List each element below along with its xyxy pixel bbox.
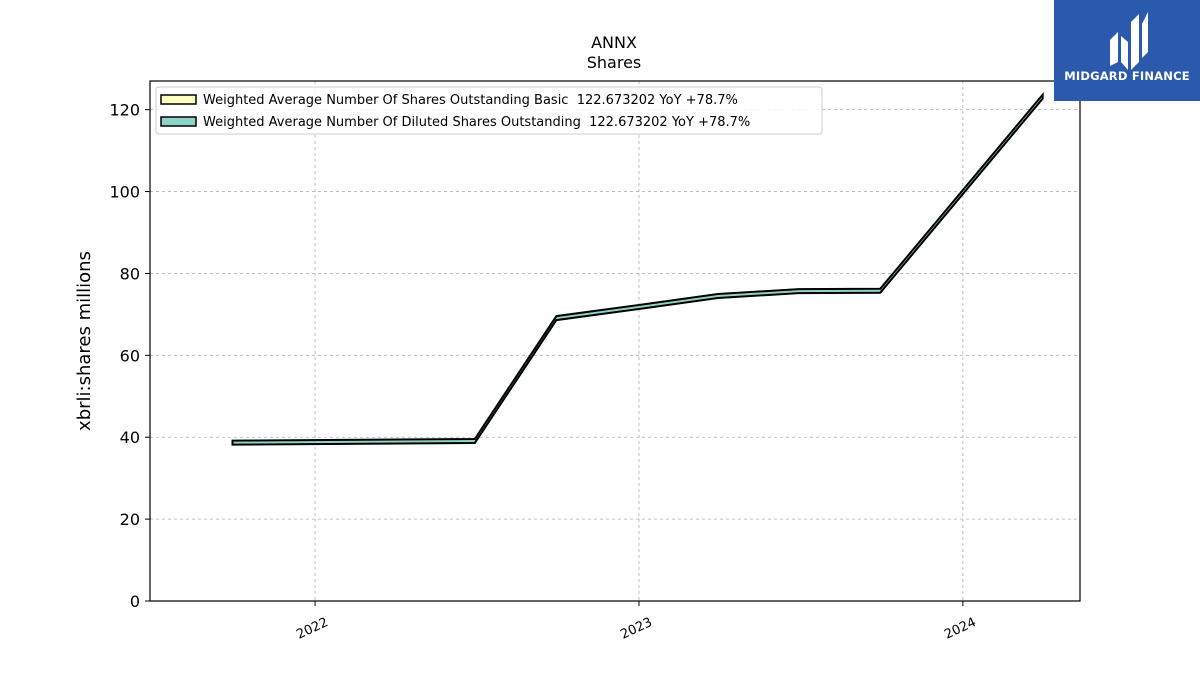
x-axis: 2022 2023 2024 [294, 601, 979, 643]
x-tick-label: 2022 [294, 615, 330, 643]
brand-logo: MIDGARD FINANCE [1054, 0, 1200, 101]
chart-subtitle: Shares [587, 53, 642, 72]
x-tick-label: 2023 [618, 615, 654, 643]
series-area-diluted [231, 91, 1044, 446]
legend-swatch-basic [160, 94, 197, 105]
legend: Weighted Average Number Of Shares Outsta… [155, 86, 823, 135]
legend-label-basic: Weighted Average Number Of Shares Outsta… [203, 93, 738, 108]
y-tick-label: 120 [109, 101, 140, 120]
legend-label-diluted: Weighted Average Number Of Diluted Share… [203, 115, 750, 130]
y-axis: 0 20 40 60 80 100 120 [109, 101, 150, 611]
y-tick-label: 0 [130, 592, 140, 611]
x-tick-label: 2024 [942, 615, 978, 643]
series-layer [231, 91, 1044, 446]
y-tick-label: 60 [120, 346, 140, 365]
y-tick-label: 100 [109, 183, 140, 202]
y-tick-label: 40 [120, 428, 140, 447]
y-tick-label: 80 [120, 264, 140, 283]
brand-logo-text: MIDGARD FINANCE [1064, 69, 1190, 83]
plot-frame [149, 80, 1081, 602]
y-tick-label: 20 [120, 510, 140, 529]
legend-swatch-diluted [160, 116, 197, 127]
chart-title: ANNX [591, 33, 637, 52]
y-axis-label: xbrli:shares millions [74, 251, 95, 431]
legend-box [155, 86, 823, 135]
grid-lines [150, 81, 1080, 601]
logo-mark-icon [1110, 12, 1148, 70]
